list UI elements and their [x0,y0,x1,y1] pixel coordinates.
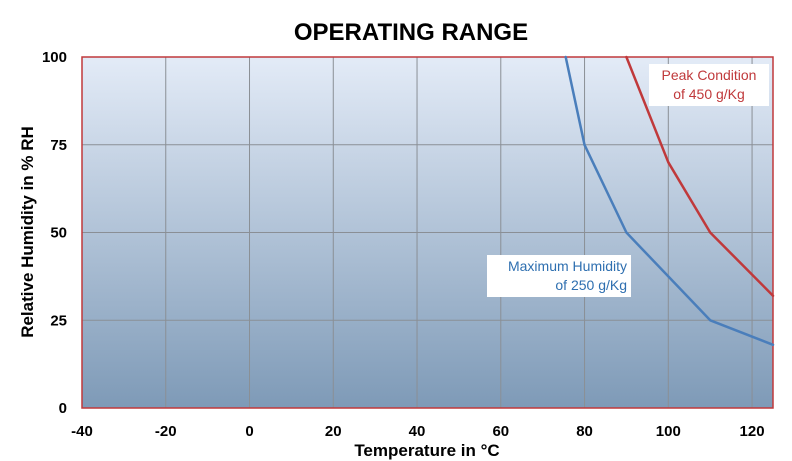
y-tick-label: 25 [50,312,67,329]
x-tick-label: 100 [656,423,681,440]
x-axis-label: Temperature in °C [354,441,499,460]
plot-frame [81,56,774,409]
x-tick-label: 60 [492,423,509,440]
y-tick-label: 100 [42,49,67,66]
max-annotation-line2: of 250 g/Kg [555,277,627,293]
grid-lines [82,57,773,408]
peak-annotation-line1: Peak Condition [662,67,757,83]
x-tick-label: 80 [576,423,593,440]
maximum-humidity-annotation: Maximum Humidity of 250 g/Kg [487,255,631,297]
peak-annotation-box [649,64,769,106]
series-layer [564,55,775,347]
y-tick-label: 75 [50,137,67,154]
x-tick-label: -40 [71,423,93,440]
x-tick-label: 0 [245,423,253,440]
x-tick-label: 120 [740,423,765,440]
tick-labels: -40 -20 0 20 40 60 80 100 120 0 25 50 75 100 [42,49,765,440]
max-annotation-box [487,255,631,297]
maximum-humidity-line [564,55,775,347]
x-tick-label: 20 [325,423,342,440]
peak-condition-line [625,55,775,297]
max-annotation-line1: Maximum Humidity [508,258,627,274]
y-axis-label: Relative Humidity in % RH [18,126,37,338]
chart-title: OPERATING RANGE [294,19,528,46]
peak-annotation-line2: of 450 g/Kg [673,86,745,102]
x-tick-label: 40 [409,423,426,440]
x-tick-label: -20 [155,423,177,440]
y-tick-label: 0 [59,400,67,417]
y-tick-label: 50 [50,225,67,242]
peak-condition-annotation: Peak Condition of 450 g/Kg [649,64,769,106]
